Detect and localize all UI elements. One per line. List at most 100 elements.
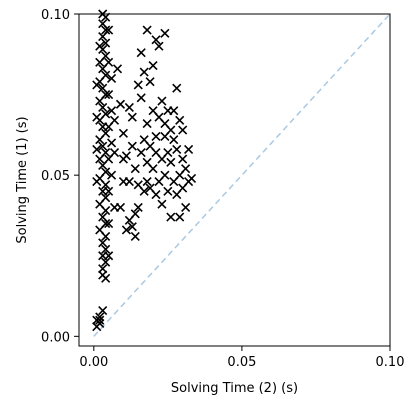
data-point — [166, 212, 176, 222]
x-tick-label: 0.00 — [79, 355, 108, 370]
data-point — [139, 186, 149, 196]
data-point — [130, 209, 140, 219]
data-point — [118, 154, 128, 164]
data-point — [101, 218, 111, 229]
data-point — [181, 164, 191, 174]
data-point — [101, 193, 111, 203]
x-ticks-layer: 0.00 0.05 0.10 — [79, 346, 404, 370]
markers-layer — [92, 9, 197, 332]
data-point — [151, 131, 161, 142]
data-point — [127, 112, 137, 122]
y-tick-label: 0.00 — [41, 330, 70, 345]
data-point — [178, 125, 188, 135]
data-point — [181, 202, 191, 212]
data-point — [115, 202, 126, 212]
data-point — [101, 257, 111, 267]
diagonal-line-layer — [93, 13, 391, 337]
data-point — [107, 170, 117, 180]
data-point — [178, 154, 188, 164]
data-point — [186, 173, 197, 183]
data-point — [101, 148, 111, 158]
data-point — [136, 48, 146, 58]
x-tick-label: 0.05 — [227, 355, 256, 370]
data-point — [142, 119, 152, 129]
data-point — [139, 67, 149, 77]
data-point — [121, 225, 131, 235]
y-axis-label: Solving Time (1) (s) — [15, 116, 30, 243]
data-point — [92, 144, 102, 154]
data-point — [112, 64, 123, 74]
data-point — [107, 73, 117, 84]
data-point — [98, 264, 108, 274]
data-point — [101, 128, 111, 138]
data-point — [184, 144, 194, 154]
data-point — [172, 144, 182, 154]
data-point — [101, 38, 111, 48]
data-point — [157, 199, 167, 209]
data-point — [157, 96, 167, 106]
data-point — [95, 312, 105, 322]
data-point — [160, 28, 170, 38]
data-point — [175, 115, 185, 125]
data-point — [109, 148, 120, 158]
data-point — [107, 138, 117, 148]
data-point — [127, 141, 137, 151]
data-point — [172, 83, 182, 93]
data-point — [133, 202, 143, 212]
x-axis-label: Solving Time (2) (s) — [171, 381, 298, 396]
data-point — [92, 177, 102, 187]
data-point — [92, 112, 102, 122]
data-point — [154, 41, 164, 51]
data-point — [124, 102, 134, 113]
data-point — [101, 70, 111, 80]
data-point — [130, 231, 140, 241]
data-point — [104, 218, 114, 229]
data-point — [136, 93, 146, 103]
data-point — [166, 157, 176, 167]
data-point — [124, 177, 134, 187]
data-point — [107, 106, 117, 116]
data-point — [148, 61, 158, 71]
data-point — [127, 222, 137, 232]
data-point — [98, 102, 108, 113]
data-point — [101, 273, 111, 283]
diagonal-reference-line — [93, 13, 391, 337]
data-point — [98, 238, 108, 248]
data-point — [101, 244, 111, 254]
data-point — [133, 80, 143, 90]
data-point — [142, 177, 152, 187]
data-point — [142, 25, 152, 35]
data-point — [151, 35, 161, 45]
data-point — [151, 189, 161, 200]
data-point — [148, 164, 158, 174]
data-point — [95, 41, 105, 51]
data-point — [92, 80, 102, 90]
data-point — [130, 164, 140, 174]
y-tick-label: 0.10 — [41, 8, 70, 23]
data-point — [101, 167, 111, 177]
data-point — [160, 170, 170, 180]
data-point — [104, 25, 114, 35]
data-point — [163, 186, 173, 196]
data-point — [101, 109, 111, 119]
data-point — [175, 212, 185, 222]
x-tick-label: 0.10 — [376, 355, 405, 370]
data-point — [98, 305, 108, 316]
data-point — [104, 251, 114, 261]
data-point — [101, 25, 111, 35]
data-point — [169, 135, 179, 145]
y-ticks-layer: 0.00 0.05 0.10 — [41, 8, 79, 345]
data-point — [145, 77, 155, 87]
plot-frame — [78, 13, 391, 347]
data-point — [104, 57, 114, 67]
data-point — [118, 128, 128, 138]
data-point — [101, 51, 111, 61]
data-point — [101, 90, 111, 100]
data-point — [98, 141, 108, 151]
data-point — [104, 186, 114, 196]
data-point — [95, 315, 105, 325]
data-point — [136, 148, 146, 158]
data-point — [115, 99, 126, 109]
y-tick-label: 0.05 — [41, 169, 70, 184]
